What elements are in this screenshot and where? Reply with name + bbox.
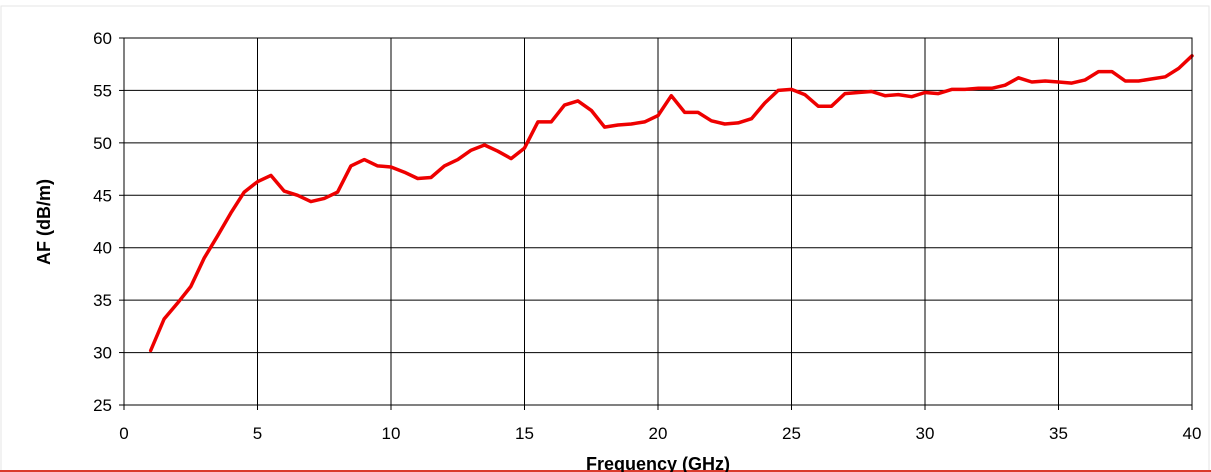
- x-axis-title: Frequency (GHz): [586, 454, 730, 472]
- x-tick-label: 20: [649, 424, 668, 443]
- plot-area-border: [123, 37, 1193, 406]
- y-tick-label: 35: [93, 291, 112, 310]
- y-tick-label: 40: [93, 239, 112, 258]
- y-axis-title: AF (dB/m): [34, 179, 54, 265]
- series-line: [148, 54, 1194, 353]
- y-tick-label: 60: [93, 29, 112, 48]
- y-tick-label: 55: [93, 81, 112, 100]
- y-tick-label: 45: [93, 186, 112, 205]
- x-tick-label: 40: [1183, 424, 1202, 443]
- y-tick-label: 30: [93, 344, 112, 363]
- x-tick-label: 35: [1049, 424, 1068, 443]
- tick-labels: 0 5 10 15 20 25 30 35 40 25 30 35 40 45 50 55 60: [93, 29, 1201, 443]
- x-tick-label: 5: [253, 424, 262, 443]
- x-tick-label: 15: [515, 424, 534, 443]
- y-tick-label: 50: [93, 134, 112, 153]
- x-tick-label: 10: [382, 424, 401, 443]
- x-tick-label: 0: [119, 424, 128, 443]
- x-tick-label: 30: [916, 424, 935, 443]
- y-tick-label: 25: [93, 396, 112, 415]
- series-layer: [148, 54, 1194, 353]
- x-tick-label: 25: [782, 424, 801, 443]
